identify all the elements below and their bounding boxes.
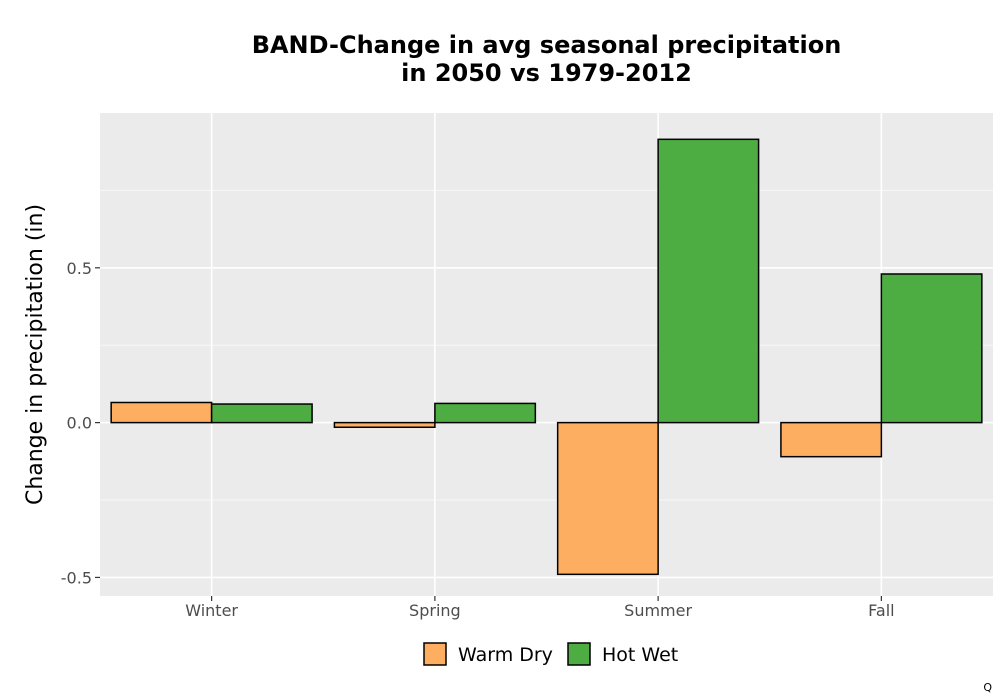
legend-key-warm-dry — [423, 642, 447, 666]
bar-hot-wet-summer — [657, 138, 760, 424]
bar-warm-dry-fall — [780, 421, 883, 458]
bar-hot-wet-spring — [434, 402, 537, 424]
plot-panel — [100, 113, 993, 596]
y-tick-label: -0.5 — [61, 568, 92, 587]
y-tick-label: 0.5 — [67, 259, 92, 278]
bar-warm-dry-summer — [556, 421, 659, 576]
bar-warm-dry-spring — [333, 421, 436, 429]
x-tick-label: Spring — [409, 601, 461, 620]
bar-hot-wet-winter — [210, 403, 313, 424]
x-tick-label: Summer — [624, 601, 692, 620]
y-tick-label: 0.0 — [67, 414, 92, 433]
x-tick-label: Winter — [185, 601, 238, 620]
x-tick-label: Fall — [868, 601, 894, 620]
legend-label: Warm Dry — [458, 644, 553, 666]
chart-title-line-2: in 2050 vs 1979-2012 — [401, 59, 692, 87]
chart-title-line-1: BAND-Change in avg seasonal precipitatio… — [251, 31, 842, 59]
y-axis-label: Change in precipitation (in) — [23, 204, 48, 505]
legend-label: Hot Wet — [602, 644, 678, 666]
legend-key-hot-wet — [567, 642, 591, 666]
bar-hot-wet-fall — [880, 273, 983, 424]
bar-warm-dry-winter — [110, 401, 213, 424]
corner-mark: Q — [983, 681, 992, 694]
